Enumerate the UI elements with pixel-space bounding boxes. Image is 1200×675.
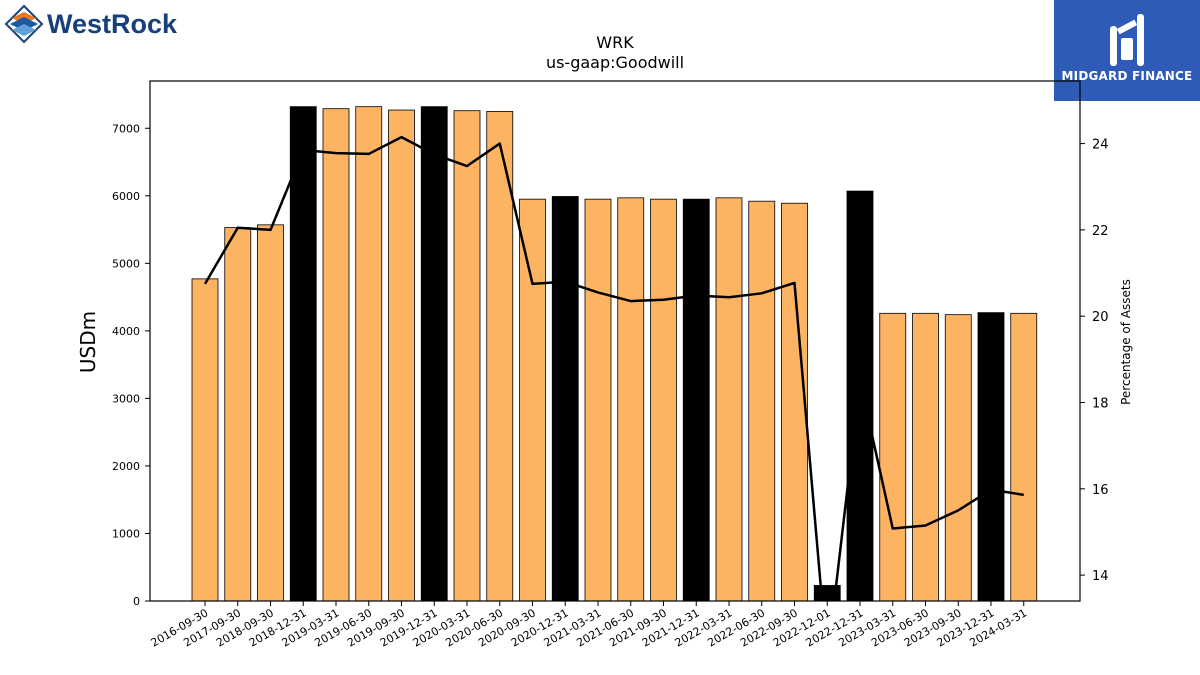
bar-2022-03-31 bbox=[715, 197, 743, 602]
y-tick-label: 6000 bbox=[112, 190, 140, 203]
y-right-tick-label: 24 bbox=[1092, 138, 1109, 153]
midgard-mark-icon bbox=[1110, 14, 1144, 66]
midgard-wordmark: MIDGARD FINANCE bbox=[1061, 69, 1193, 83]
bar-2021-12-31 bbox=[682, 198, 710, 602]
bar-2017-09-30 bbox=[224, 227, 252, 602]
bar-2021-06-30 bbox=[617, 197, 645, 602]
y-right-tick-label: 14 bbox=[1092, 569, 1109, 584]
y-axis-right-label: Percentage of Assets bbox=[1119, 279, 1133, 405]
bar-2018-12-31 bbox=[289, 106, 317, 602]
line-series-percentage-of-assets bbox=[203, 135, 1024, 601]
y-tick-label: 3000 bbox=[112, 392, 140, 405]
bar-2019-06-30 bbox=[355, 106, 383, 602]
westrock-mark-icon bbox=[4, 4, 44, 44]
y-tick-label: 0 bbox=[133, 595, 140, 608]
westrock-wordmark: WestRock bbox=[47, 9, 178, 39]
bar-2023-12-31 bbox=[977, 312, 1005, 602]
y-tick-label: 7000 bbox=[112, 122, 140, 135]
midgard-finance-logo: MIDGARD FINANCE bbox=[1054, 0, 1200, 101]
y-tick-label: 1000 bbox=[112, 527, 140, 540]
bar-2022-06-30 bbox=[748, 200, 776, 602]
bar-2024-03-31 bbox=[1010, 312, 1038, 602]
plot-frame bbox=[149, 80, 1081, 602]
chart-title: WRK bbox=[596, 33, 634, 52]
y-tick-label: 2000 bbox=[112, 460, 140, 473]
y-right-tick-label: 16 bbox=[1092, 483, 1109, 498]
bar-2020-06-30 bbox=[486, 110, 514, 602]
y-right-tick-label: 22 bbox=[1092, 224, 1109, 239]
bar-2022-09-30 bbox=[781, 202, 808, 602]
bar-2023-06-30 bbox=[912, 312, 939, 602]
y-tick-label: 5000 bbox=[112, 257, 140, 270]
bar-2019-03-31 bbox=[322, 108, 350, 602]
bar-2023-09-30 bbox=[944, 314, 972, 602]
chart-subtitle: us-gaap:Goodwill bbox=[546, 53, 684, 72]
y-tick-label: 4000 bbox=[112, 325, 140, 338]
assets-percentage-line bbox=[203, 135, 1024, 601]
bar-2023-03-31 bbox=[879, 312, 907, 602]
bars bbox=[191, 106, 1038, 602]
y-right-tick-label: 20 bbox=[1092, 310, 1109, 325]
bar-2021-03-31 bbox=[584, 198, 612, 602]
bar-2022-12-31 bbox=[846, 190, 874, 602]
bar-2020-03-31 bbox=[453, 110, 481, 602]
bar-2019-12-31 bbox=[420, 106, 448, 602]
westrock-logo: WestRock bbox=[4, 2, 194, 46]
y-right-tick-label: 18 bbox=[1092, 396, 1109, 411]
y-axis-label: USDm bbox=[76, 311, 100, 373]
bar-2020-12-31 bbox=[551, 196, 579, 602]
bar-2020-09-30 bbox=[519, 198, 546, 602]
bar-2021-09-30 bbox=[650, 198, 677, 602]
bar-2019-09-30 bbox=[388, 109, 415, 602]
bar-2018-09-30 bbox=[257, 224, 284, 602]
bar-2016-09-30 bbox=[191, 278, 219, 602]
